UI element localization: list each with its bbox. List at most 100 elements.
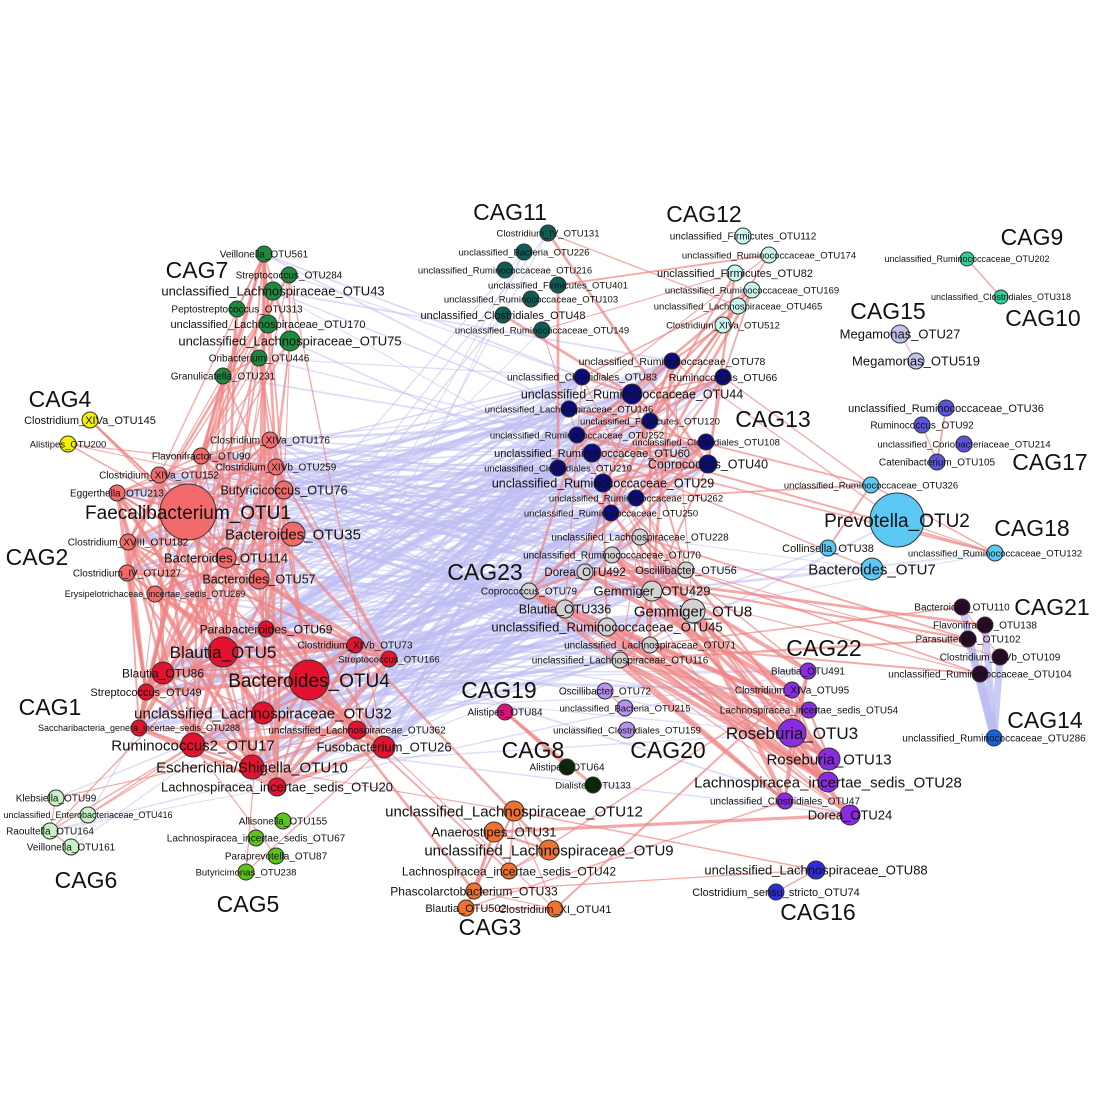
node-dialister-otu133[interactable] (584, 776, 602, 794)
node-bacteroides-otu57[interactable] (248, 568, 270, 590)
node-granulicatella-otu231[interactable] (214, 367, 232, 385)
node-ruminococcus2-otu17[interactable] (180, 732, 206, 758)
node-roseburia-otu13[interactable] (817, 747, 841, 771)
node-oribacterium-otu446[interactable] (250, 349, 268, 367)
node-lachnospiracea-incertae-sedis-otu67[interactable] (247, 829, 265, 847)
node-unclassified-lachnospiraceae-otu88[interactable] (806, 860, 826, 880)
node-unclassified-ruminococcaceae-otu216[interactable] (496, 261, 514, 279)
node-veillonella-otu161[interactable] (62, 838, 80, 856)
node-clostridium-xivb-otu259[interactable] (267, 458, 285, 476)
node-unclassified-ruminococcaceae-otu60[interactable] (582, 443, 602, 463)
node-fusobacterium-otu26[interactable] (372, 735, 396, 759)
node-blautia-otu491[interactable] (799, 662, 817, 680)
node-unclassified-ruminococcaceae-otu104[interactable] (971, 665, 989, 683)
node-unclassified-coriobacteriaceae-otu214[interactable] (955, 435, 973, 453)
node-phascolarctobacterium-otu33[interactable] (465, 882, 483, 900)
node-bacteroides-otu4[interactable] (288, 659, 330, 701)
node-blautia-otu502[interactable] (457, 899, 475, 917)
node-unclassified-ruminococcaceae-otu70[interactable] (603, 546, 621, 564)
node-alistipes-otu84[interactable] (496, 703, 514, 721)
node-gemmiger-otu8[interactable] (680, 598, 706, 624)
node-allisonella-otu155[interactable] (274, 812, 292, 830)
node-raoultella-otu164[interactable] (41, 822, 59, 840)
node-collinsella-otu38[interactable] (819, 539, 837, 557)
node-unclassified-enterobacteriaceae-otu416[interactable] (79, 806, 97, 824)
node-flavonifractor-otu90[interactable] (192, 447, 210, 465)
node-unclassified-ruminococcaceae-otu149[interactable] (533, 321, 551, 339)
node-unclassified-ruminococcaceae-otu78[interactable] (663, 352, 681, 370)
node-bacteroides-otu114[interactable] (215, 547, 237, 569)
node-unclassified-lachnospiraceae-otu116[interactable] (611, 651, 629, 669)
node-unclassified-firmicutes-otu112[interactable] (734, 227, 752, 245)
node-alistipes-otu64[interactable] (558, 758, 576, 776)
node-blautia-otu86[interactable] (151, 661, 175, 685)
node-unclassified-clostridiales-otu83[interactable] (573, 368, 591, 386)
node-unclassified-clostridiales-otu108[interactable] (697, 433, 715, 451)
node-peptostreptococcus-otu313[interactable] (228, 300, 246, 318)
node-unclassified-lachnospiraceae-otu465[interactable] (729, 297, 747, 315)
node-butyricicoccus-otu76[interactable] (274, 480, 294, 500)
node-unclassified-ruminococcaceae-otu250[interactable] (602, 504, 620, 522)
node-unclassified-lachnospiraceae-otu32[interactable] (251, 701, 275, 725)
node-unclassified-ruminococcaceae-otu174[interactable] (760, 246, 778, 264)
node-blautia-otu336[interactable] (555, 599, 575, 619)
node-megamonas-otu27[interactable] (890, 324, 910, 344)
node-unclassified-lachnospiraceae-otu43[interactable] (263, 281, 283, 301)
node-clostridium-xviii-otu182[interactable] (119, 533, 137, 551)
node-unclassified-lachnospiraceae-otu170[interactable] (258, 314, 278, 334)
node-unclassified-lachnospiraceae-otu71[interactable] (641, 636, 659, 654)
node-unclassified-clostridiales-otu318[interactable] (993, 289, 1009, 305)
node-unclassified-lachnospiraceae-otu228[interactable] (631, 528, 649, 546)
node-faecalibacterium-otu1[interactable] (159, 483, 217, 541)
node-unclassified-lachnospiraceae-otu362[interactable] (347, 720, 367, 740)
node-escherichia-shigella-otu10[interactable] (239, 754, 265, 780)
node-flavonifractor-otu138[interactable] (976, 616, 994, 634)
node-gemmiger-otu429[interactable] (641, 580, 663, 602)
node-lachnospiracea-incertae-sedis-otu28[interactable] (817, 771, 839, 793)
node-butyricimonas-otu238[interactable] (237, 863, 255, 881)
node-unclassified-ruminococcaceae-otu29[interactable] (593, 473, 613, 493)
node-clostridium-xivb-otu109[interactable] (991, 648, 1009, 666)
node-unclassified-firmicutes-otu120[interactable] (641, 412, 659, 430)
node-clostridium-xiva-otu176[interactable] (261, 431, 279, 449)
node-unclassified-firmicutes-otu82[interactable] (726, 264, 744, 282)
node-dorea-otu492[interactable] (576, 563, 594, 581)
node-bacteroides-otu110[interactable] (953, 598, 971, 616)
node-unclassified-ruminococcaceae-otu262[interactable] (627, 489, 645, 507)
node-lachnospiracea-incertae-sedis-otu20[interactable] (267, 777, 287, 797)
node-unclassified-clostridiales-otu210[interactable] (549, 459, 567, 477)
node-roseburia-otu3[interactable] (777, 718, 807, 748)
node-clostridium-sensu-stricto-otu74[interactable] (767, 883, 785, 901)
node-blautia-otu5[interactable] (207, 636, 239, 668)
node-coprococcus-otu79[interactable] (520, 582, 538, 600)
node-unclassified-ruminococcaceae-otu132[interactable] (986, 544, 1004, 562)
node-anaerostipes-otu31[interactable] (483, 821, 505, 843)
node-catenibacterium-otu105[interactable] (928, 453, 946, 471)
node-clostridium-xiva-otu145[interactable] (81, 411, 99, 429)
node-unclassified-ruminococcaceae-otu202[interactable] (959, 251, 975, 267)
node-clostridium-xiva-otu152[interactable] (150, 466, 168, 484)
node-veillonella-otu561[interactable] (255, 245, 273, 263)
node-dorea-otu24[interactable] (839, 804, 861, 826)
node-lachnospiracea-incertae-sedis-otu54[interactable] (800, 701, 818, 719)
node-streptococcus-otu284[interactable] (280, 266, 298, 284)
node-clostridium-xivb-otu73[interactable] (346, 636, 364, 654)
node-klebsiella-otu99[interactable] (47, 789, 65, 807)
node-ruminococcus-otu92[interactable] (913, 416, 931, 434)
node-clostridium-xiva-otu512[interactable] (714, 316, 732, 334)
node-unclassified-ruminococcaceae-otu169[interactable] (743, 281, 761, 299)
node-lachnospiracea-incertae-sedis-otu42[interactable] (500, 862, 518, 880)
node-paraprevotella-otu87[interactable] (267, 847, 285, 865)
node-oscillibacter-otu56[interactable] (677, 561, 695, 579)
node-bacteroides-otu35[interactable] (280, 521, 306, 547)
node-coprococcus-otu40[interactable] (698, 454, 718, 474)
node-unclassified-ruminococcaceae-otu326[interactable] (862, 476, 880, 494)
node-streptococcus-otu49[interactable] (137, 683, 155, 701)
node-bacteroides-otu7[interactable] (860, 557, 884, 581)
node-unclassified-lachnospiraceae-otu12[interactable] (503, 800, 525, 822)
node-unclassified-ruminococcaceae-otu103[interactable] (522, 290, 540, 308)
node-unclassified-bacteria-otu226[interactable] (515, 243, 533, 261)
node-ruminococcus-otu66[interactable] (714, 368, 732, 386)
node-unclassified-lachnospiraceae-otu146[interactable] (560, 400, 578, 418)
node-clostridium-xiva-otu95[interactable] (783, 681, 801, 699)
